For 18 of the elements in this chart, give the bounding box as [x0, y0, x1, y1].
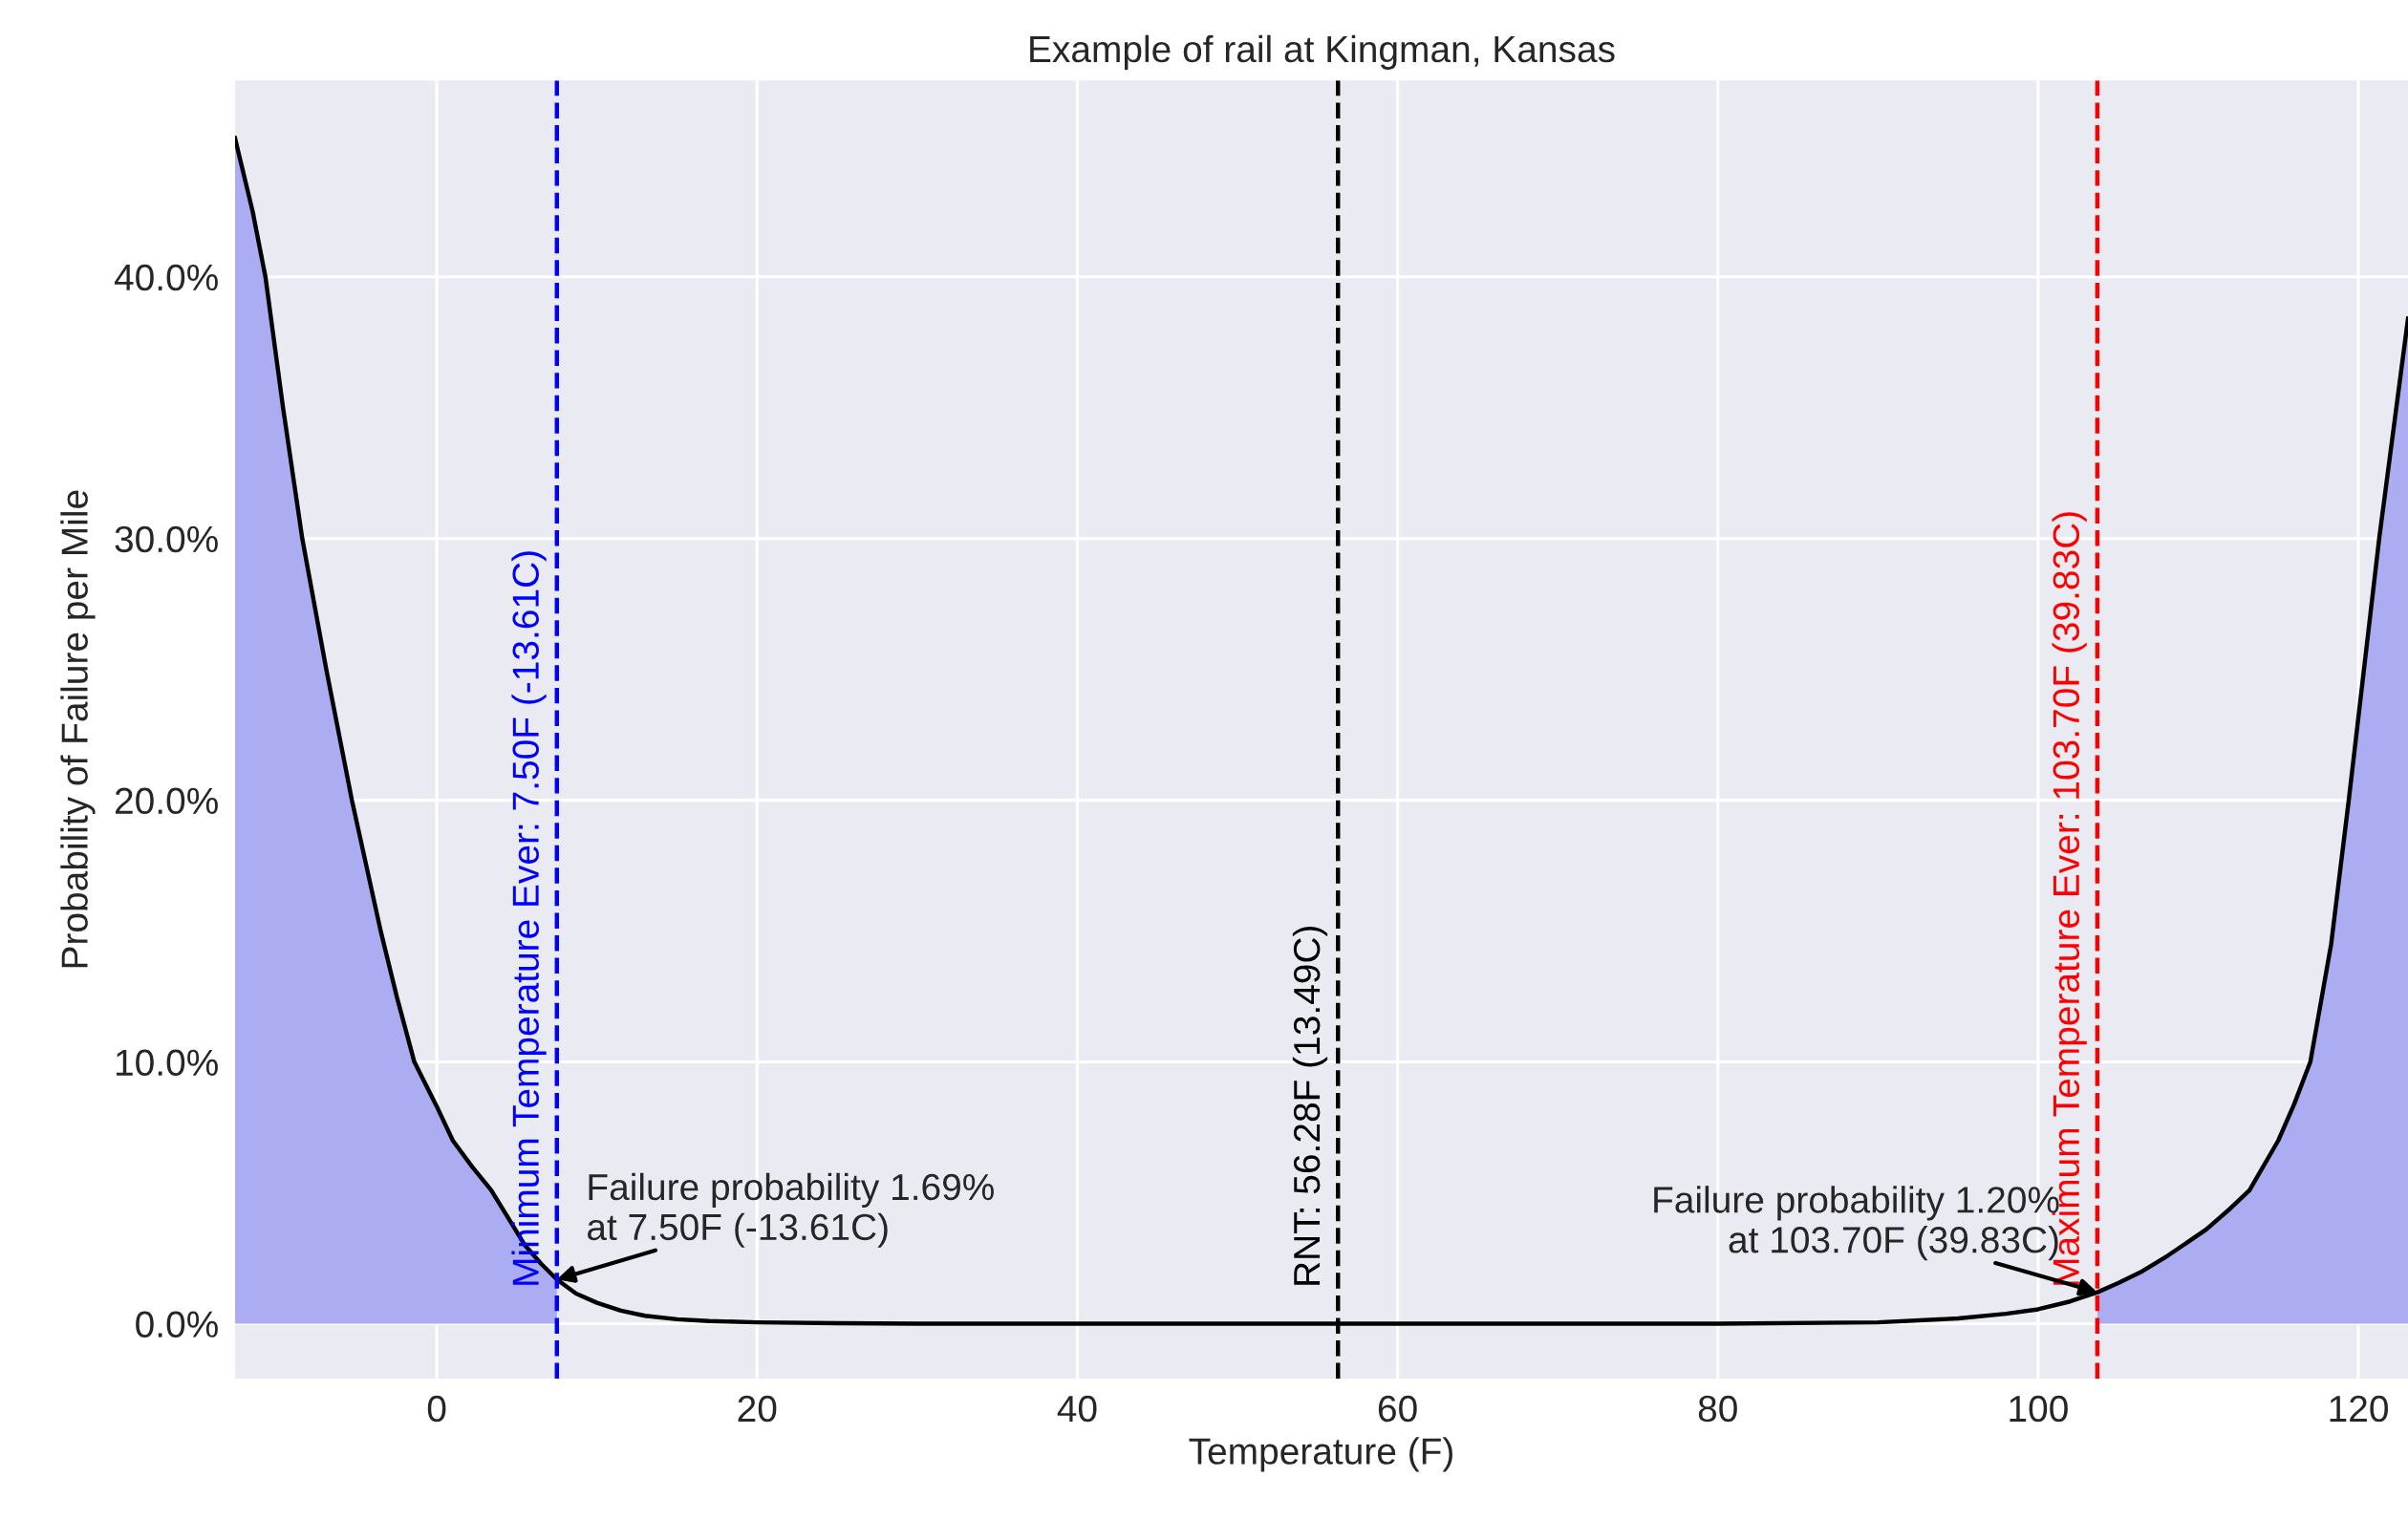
y-tick-label: 40.0% [114, 264, 218, 291]
x-tick-label: 0 [427, 1395, 446, 1423]
x-tick-label: 80 [1698, 1395, 1737, 1423]
x-tick-label: 40 [1057, 1395, 1097, 1423]
x-tick-label: 60 [1378, 1395, 1417, 1423]
x-axis-title: Temperature (F) [1189, 1437, 1452, 1472]
x-tick-label: 100 [2010, 1395, 2068, 1423]
y-axis-title: Probability of Failure per Mile [60, 490, 96, 968]
y-tick-label: 30.0% [115, 525, 218, 553]
x-tick-label: 120 [2330, 1395, 2388, 1423]
y-tick-label: 20.0% [115, 787, 218, 815]
ref-line-label: Minimum Temperature Ever: 7.50F (-13.61C) [511, 551, 547, 1285]
ref-line-label: RNT: 56.28F (13.49C) [1292, 926, 1328, 1285]
annotation: Failure probability 1.69% at 7.50F (-13.61C) [587, 1172, 994, 1248]
y-tick-label: 0.0% [136, 1311, 218, 1338]
y-tick-label: 10.0% [116, 1049, 218, 1077]
chart-title: Example of rail at Kingman, Kansas [1030, 34, 1615, 70]
x-tick-label: 20 [738, 1395, 777, 1423]
